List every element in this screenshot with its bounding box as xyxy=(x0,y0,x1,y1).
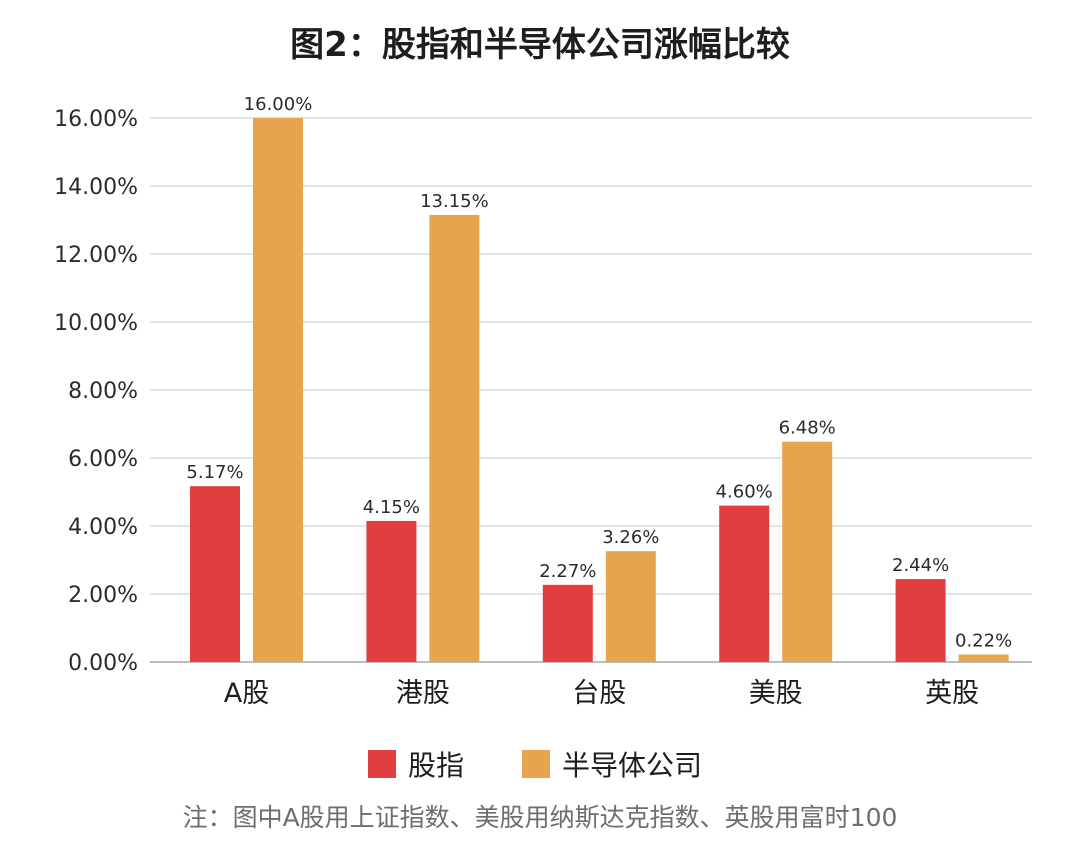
legend-swatch xyxy=(522,750,550,778)
y-tick-label: 2.00% xyxy=(68,583,138,608)
legend-swatch xyxy=(368,750,396,778)
bar-semiconductor xyxy=(782,441,833,662)
x-category-label: 港股 xyxy=(396,678,450,709)
chart-title: 图2：股指和半导体公司涨幅比较 xyxy=(290,25,790,65)
bar-index xyxy=(719,505,770,662)
y-tick-label: 8.00% xyxy=(68,379,138,404)
bar-semiconductor xyxy=(958,654,1009,662)
y-tick-label: 10.00% xyxy=(54,311,138,336)
y-tick-label: 16.00% xyxy=(54,107,138,132)
y-tick-label: 4.00% xyxy=(68,515,138,540)
bar-index xyxy=(895,579,946,662)
bars xyxy=(190,118,1009,662)
data-label: 4.15% xyxy=(363,497,420,518)
data-label: 4.60% xyxy=(716,482,773,503)
data-label: 6.48% xyxy=(779,418,836,439)
bar-index xyxy=(542,584,593,662)
x-axis-categories: A股 港股 台股 美股 英股 xyxy=(224,678,979,709)
data-label: 3.26% xyxy=(602,527,659,548)
data-labels: 5.17% 16.00% 4.15% 13.15% 2.27% 3.26% 4.60% 6.4… xyxy=(186,94,1012,652)
y-tick-label: 0.00% xyxy=(68,651,138,676)
data-label: 13.15% xyxy=(420,191,489,212)
footnote: 注：图中A股用上证指数、美股用纳斯达克指数、英股用富时100 xyxy=(183,803,898,832)
x-category-label: 美股 xyxy=(749,678,803,709)
y-axis-ticks: 0.00% 2.00% 4.00% 6.00% 8.00% 10.00% 12.00% 14.… xyxy=(54,107,138,676)
data-label: 2.27% xyxy=(539,561,596,582)
data-label: 5.17% xyxy=(186,462,243,483)
y-tick-label: 12.00% xyxy=(54,243,138,268)
data-label: 16.00% xyxy=(244,94,313,115)
y-tick-label: 6.00% xyxy=(68,447,138,472)
bar-semiconductor xyxy=(429,214,480,662)
y-tick-label: 14.00% xyxy=(54,175,138,200)
bar-index xyxy=(366,520,417,662)
bar-semiconductor xyxy=(605,551,656,662)
legend-label: 股指 xyxy=(408,749,464,782)
x-category-label: 英股 xyxy=(925,678,979,709)
legend-label: 半导体公司 xyxy=(562,749,702,782)
data-label: 0.22% xyxy=(955,631,1012,652)
data-label: 2.44% xyxy=(892,555,949,576)
x-category-label: 台股 xyxy=(572,678,626,709)
bar-index xyxy=(190,486,240,662)
legend: 股指 半导体公司 xyxy=(368,749,702,782)
x-category-label: A股 xyxy=(224,678,269,709)
bar-semiconductor xyxy=(253,118,303,662)
